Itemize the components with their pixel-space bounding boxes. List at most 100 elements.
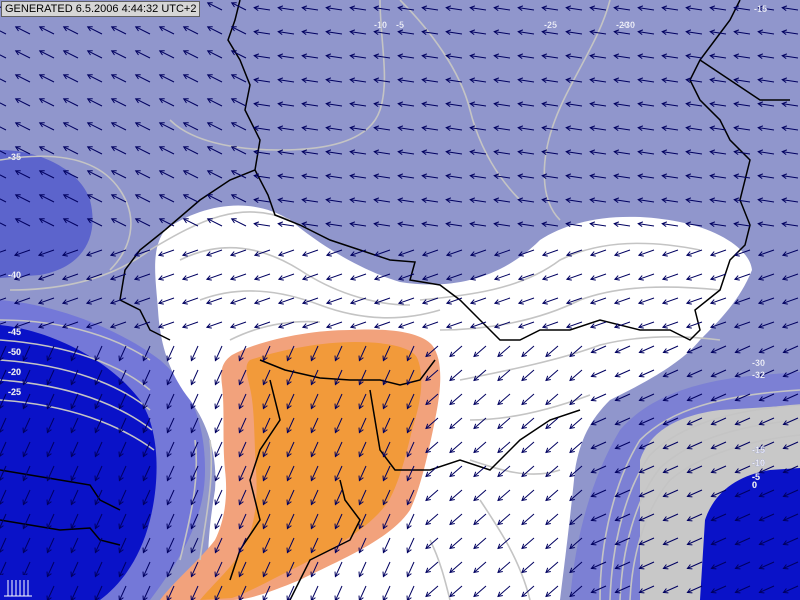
wind-arrow-icon (470, 55, 487, 59)
cold-zone-northwest (0, 150, 93, 278)
wind-arrow-icon (310, 441, 319, 457)
wind-arrow-head (110, 194, 117, 200)
wind-arrow-head (637, 221, 644, 228)
wind-arrow-head (613, 323, 620, 329)
wind-arrow-icon (758, 79, 775, 83)
wind-arrow-icon (278, 103, 295, 107)
wind-arrow-icon (758, 151, 775, 155)
wind-arrow-icon (406, 345, 415, 361)
wind-arrow-icon (87, 218, 103, 227)
wind-arrow-icon (278, 249, 295, 256)
wind-arrow-icon (497, 489, 511, 501)
wind-arrow-head (497, 471, 503, 478)
wind-arrow-head (757, 101, 764, 107)
wind-arrow-icon (47, 585, 55, 600)
wind-arrow-icon (278, 151, 295, 155)
wind-arrow-head (358, 379, 364, 386)
wind-arrow-head (286, 499, 292, 506)
wind-arrow-head (334, 475, 340, 482)
wind-arrow-head (757, 323, 764, 329)
wind-arrow-head (190, 427, 196, 434)
wind-arrow-icon (711, 585, 727, 593)
wind-arrow-icon (590, 199, 607, 203)
wind-arrow-head (397, 221, 404, 228)
wind-arrow-head (449, 375, 455, 382)
wind-arrow-icon (263, 585, 271, 600)
wind-arrow-icon (758, 199, 775, 203)
wind-arrow-icon (70, 465, 79, 481)
wind-arrow-icon (521, 441, 535, 453)
generated-timestamp: GENERATED 6.5.2006 4:44:32 UTC+2 (1, 1, 201, 17)
wind-arrow-icon (15, 98, 31, 107)
wind-arrow-icon (521, 513, 535, 525)
wind-arrow-head (262, 403, 268, 410)
wind-arrow-head (733, 299, 740, 305)
wind-arrow-icon (87, 74, 103, 83)
wind-arrow-head (569, 375, 575, 382)
wind-arrow-icon (206, 321, 223, 328)
wind-arrow-icon (446, 321, 463, 328)
wind-arrow-icon (566, 223, 583, 227)
wind-arrow-icon (0, 417, 7, 433)
wind-arrow-icon (118, 393, 127, 409)
wind-arrow-icon (254, 273, 271, 280)
wind-arrow-head (473, 567, 479, 574)
wind-arrow-icon (542, 151, 559, 155)
wind-arrow-icon (158, 297, 175, 304)
wind-arrow-icon (46, 489, 55, 505)
wind-arrow-icon (711, 537, 727, 545)
wind-arrow-head (685, 197, 692, 204)
wind-arrow-head (110, 98, 117, 104)
wind-arrow-icon (545, 393, 559, 405)
wind-arrow-head (14, 122, 21, 128)
wind-arrow-head (277, 125, 284, 132)
wind-arrow-head (473, 351, 479, 358)
wind-arrow-icon (46, 393, 55, 409)
wind-arrow-icon (735, 345, 751, 353)
wind-arrow-head (62, 74, 69, 80)
wind-arrow-head (382, 403, 388, 410)
wind-arrow-icon (686, 273, 703, 280)
wind-arrow-head (349, 149, 356, 156)
wind-arrow-head (182, 50, 189, 56)
wind-arrow-icon (310, 369, 319, 385)
wind-arrow-icon (190, 441, 199, 457)
wind-arrow-icon (182, 273, 199, 280)
wind-arrow-head (0, 405, 4, 409)
wind-arrow-head (286, 547, 292, 554)
wind-arrow-head (262, 499, 268, 506)
wind-arrow-icon (686, 297, 703, 304)
wind-arrow-icon (302, 7, 319, 11)
wind-arrow-head (541, 53, 548, 59)
wind-arrow-icon (374, 103, 391, 107)
wind-arrow-head (86, 146, 93, 152)
wind-arrow-head (473, 471, 479, 478)
wind-arrow-icon (687, 489, 703, 497)
wind-arrow-head (757, 29, 764, 35)
wind-arrow-head (637, 149, 644, 156)
wind-arrow-icon (182, 249, 199, 256)
wind-arrow-icon (239, 585, 247, 600)
wind-arrow-head (662, 420, 669, 426)
wind-arrow-icon (0, 30, 7, 35)
wind-arrow-head (709, 221, 716, 228)
wind-arrow-head (86, 170, 93, 176)
wind-arrow-icon (382, 369, 391, 385)
wind-arrow-head (565, 77, 572, 83)
wind-arrow-head (685, 125, 692, 132)
wind-arrow-icon (470, 273, 487, 280)
wind-arrow-head (325, 251, 332, 257)
wind-arrow-head (421, 299, 428, 305)
wind-arrow-head (661, 77, 668, 83)
wind-arrow-icon (638, 31, 655, 35)
wind-arrow-icon (382, 561, 391, 577)
wind-arrow-head (517, 173, 524, 180)
isoline-value-label: -25 (544, 20, 557, 30)
wind-arrow-icon (734, 199, 751, 203)
wind-arrow-icon (302, 103, 319, 107)
wind-arrow-icon (231, 218, 247, 227)
wind-arrow-icon (135, 194, 151, 203)
wind-arrow-icon (158, 249, 175, 256)
wind-arrow-icon (0, 150, 7, 155)
wind-arrow-icon (686, 127, 703, 131)
